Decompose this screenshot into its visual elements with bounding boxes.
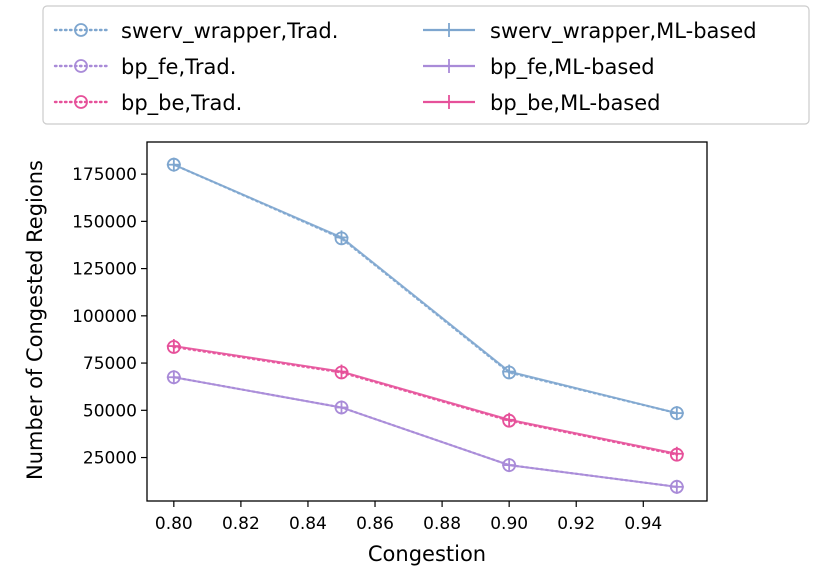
y-tick-label: 75000 — [83, 354, 137, 374]
data-point-s3-1 — [334, 230, 349, 245]
x-tick-label: 0.84 — [289, 514, 327, 534]
x-tick-label: 0.92 — [557, 514, 595, 534]
legend: swerv_wrapper,Trad. bp_fe,Trad. bp_be,Trad… — [42, 5, 810, 125]
legend-entry-1: bp_fe,Trad. — [53, 55, 236, 80]
series-line-4 — [173, 376, 677, 488]
legend-swatch-marker — [74, 95, 88, 109]
legend-label: swerv_wrapper,ML-based — [490, 19, 757, 44]
legend-entry-0: swerv_wrapper,Trad. — [53, 19, 338, 44]
series-line-3 — [173, 163, 678, 415]
legend-swatch-marker — [442, 23, 456, 37]
y-axis: 25000 50000 75000 100000 125000 150000 175000 — [72, 165, 147, 469]
x-tick-label: 0.94 — [624, 514, 662, 534]
data-point-s5-2 — [502, 412, 517, 427]
legend-swatch-marker — [74, 59, 88, 73]
y-tick-label: 125000 — [72, 260, 137, 280]
legend-swatch-marker — [442, 95, 456, 109]
legend-label: bp_fe,ML-based — [490, 55, 655, 80]
legend-entry-4: bp_fe,ML-based — [423, 55, 655, 80]
y-tick-label: 175000 — [72, 165, 137, 185]
series-line-5 — [173, 345, 678, 455]
legend-label: swerv_wrapper,Trad. — [121, 19, 338, 44]
legend-swatch-marker — [74, 23, 88, 37]
data-point-s3-2 — [502, 364, 517, 379]
data-point-s4-2 — [502, 458, 517, 473]
x-tick-label: 0.88 — [423, 514, 461, 534]
data-point-s3-0 — [166, 157, 181, 172]
data-point-s4-0 — [166, 370, 181, 385]
y-tick-label: 25000 — [83, 449, 137, 469]
legend-label: bp_fe,Trad. — [121, 55, 236, 80]
plot-area: 0.80 0.82 0.84 0.86 0.88 0.90 0.92 0.94 25000 50… — [72, 141, 708, 534]
data-point-s4-1 — [334, 400, 349, 415]
y-tick-label: 150000 — [72, 212, 137, 232]
x-tick-label: 0.80 — [155, 514, 193, 534]
y-tick-label: 50000 — [83, 401, 137, 421]
data-point-s5-3 — [669, 446, 684, 461]
series-layer — [166, 157, 684, 494]
legend-label: bp_be,ML-based — [490, 91, 661, 116]
legend-label: bp_be,Trad. — [121, 91, 242, 116]
legend-entry-3: swerv_wrapper,ML-based — [423, 19, 757, 44]
x-tick-label: 0.86 — [356, 514, 394, 534]
y-tick-label: 100000 — [72, 307, 137, 327]
plot-frame — [146, 141, 708, 502]
data-point-s5-0 — [166, 339, 181, 354]
x-tick-label: 0.90 — [490, 514, 528, 534]
legend-entry-2: bp_be,Trad. — [53, 91, 242, 116]
legend-swatch-marker — [442, 59, 456, 73]
x-axis-label: Congestion — [368, 542, 486, 566]
y-axis-label: Number of Congested Regions — [23, 160, 47, 480]
data-point-s4-3 — [669, 479, 684, 494]
x-tick-label: 0.82 — [222, 514, 260, 534]
legend-entry-5: bp_be,ML-based — [423, 91, 661, 116]
data-point-s5-1 — [334, 364, 349, 379]
data-point-s3-3 — [669, 406, 684, 421]
x-axis: 0.80 0.82 0.84 0.86 0.88 0.90 0.92 0.94 — [155, 501, 662, 534]
